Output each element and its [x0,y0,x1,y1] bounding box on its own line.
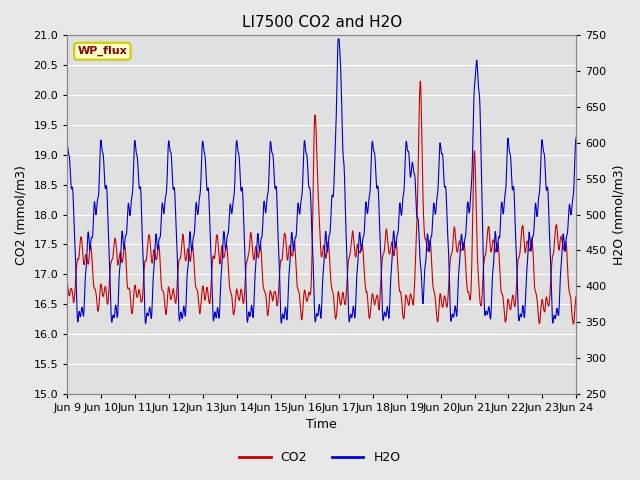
CO2 [173,296,180,302]
Title: LI7500 CO2 and H2O: LI7500 CO2 and H2O [242,15,402,30]
H2O [572,134,580,140]
Legend: CO2, H2O: CO2, H2O [234,446,406,469]
CO2 [63,280,71,286]
CO2 [371,301,379,307]
CO2 [570,321,577,327]
X-axis label: Time: Time [307,419,337,432]
H2O [141,321,149,326]
Y-axis label: H2O (mmol/m3): H2O (mmol/m3) [612,164,625,265]
H2O [380,310,388,316]
Y-axis label: CO2 (mmol/m3): CO2 (mmol/m3) [15,165,28,264]
Text: WP_flux: WP_flux [77,46,127,56]
CO2 [205,300,213,306]
CO2 [572,293,580,299]
H2O [173,235,180,241]
H2O [371,160,379,166]
H2O [572,135,580,141]
CO2 [524,240,532,246]
Line: H2O: H2O [67,39,576,324]
CO2 [572,293,580,299]
H2O [524,244,532,250]
H2O [63,143,71,149]
H2O [334,36,342,42]
CO2 [380,250,388,255]
Line: CO2: CO2 [67,81,576,324]
CO2 [417,78,424,84]
H2O [205,216,213,222]
